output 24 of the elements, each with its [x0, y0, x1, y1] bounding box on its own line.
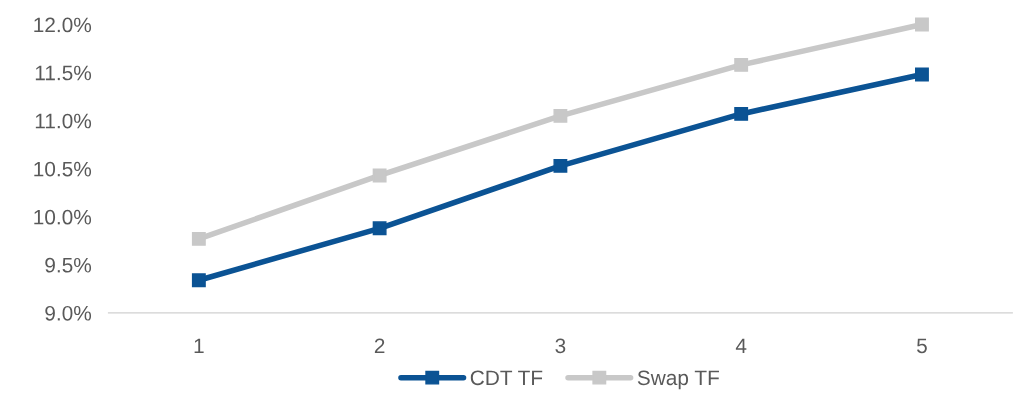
x-tick-label: 4: [735, 338, 747, 353]
legend-label: CDT TF: [470, 370, 543, 386]
point: [553, 158, 568, 173]
y-tick-label: 11.5%: [35, 65, 92, 81]
point: [191, 231, 206, 246]
x-tick-label: 3: [555, 338, 566, 354]
y-tick-label: 10.5%: [34, 161, 92, 177]
y-tick-label: 10.0%: [34, 209, 92, 225]
point: [372, 168, 387, 183]
point: [734, 106, 749, 121]
y-tick-label: 9.0%: [45, 305, 92, 321]
x-tick-label: 2: [374, 338, 385, 353]
x-tick-label: 5: [916, 338, 927, 354]
y-tick-label: 12.0%: [34, 17, 92, 33]
x-tick-label: 1: [194, 338, 204, 353]
point: [915, 67, 929, 82]
y-tick-label: 11.0%: [35, 113, 92, 129]
point: [372, 221, 387, 236]
y-tick-label: 9.5%: [45, 257, 92, 273]
point: [734, 57, 749, 72]
point: [915, 17, 929, 32]
legend-label: Swap TF: [637, 370, 719, 390]
point: [191, 273, 206, 288]
point: [553, 108, 568, 123]
